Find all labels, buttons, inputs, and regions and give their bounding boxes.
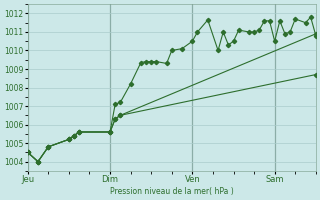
- X-axis label: Pression niveau de la mer( hPa ): Pression niveau de la mer( hPa ): [110, 187, 234, 196]
